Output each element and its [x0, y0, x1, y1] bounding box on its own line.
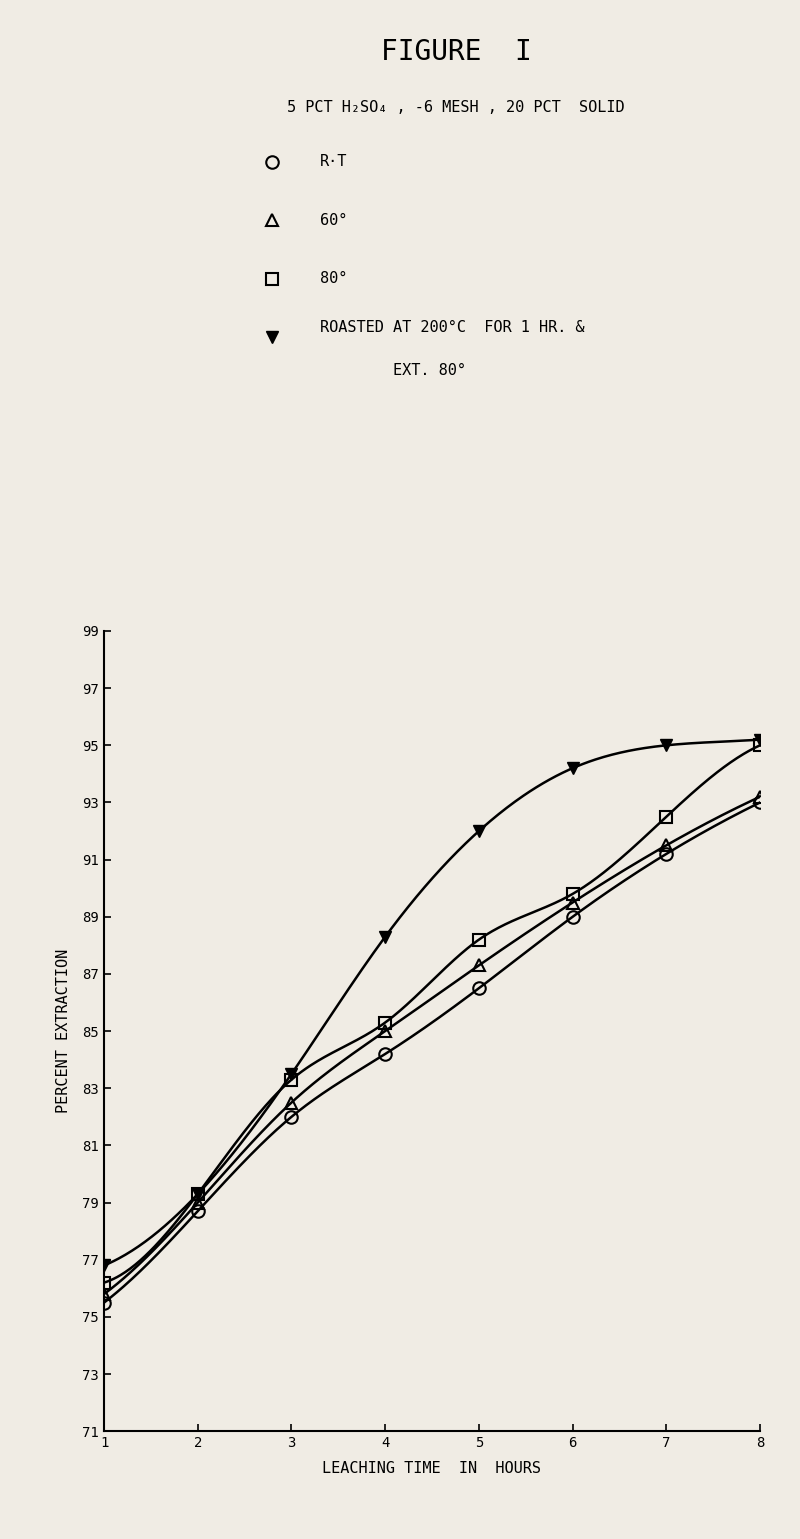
Text: 60°: 60° — [320, 212, 347, 228]
Y-axis label: PERCENT EXTRACTION: PERCENT EXTRACTION — [56, 950, 71, 1113]
Text: 80°: 80° — [320, 271, 347, 286]
Text: ▼: ▼ — [267, 328, 277, 346]
X-axis label: LEACHING TIME  IN  HOURS: LEACHING TIME IN HOURS — [322, 1461, 542, 1476]
Text: EXT. 80°: EXT. 80° — [320, 363, 466, 379]
Text: FIGURE  I: FIGURE I — [381, 38, 531, 66]
Text: R·T: R·T — [320, 154, 347, 169]
Text: ROASTED AT 200°C  FOR 1 HR. &: ROASTED AT 200°C FOR 1 HR. & — [320, 320, 585, 336]
Text: 5 PCT H₂SO₄ , -6 MESH , 20 PCT  SOLID: 5 PCT H₂SO₄ , -6 MESH , 20 PCT SOLID — [287, 100, 625, 115]
